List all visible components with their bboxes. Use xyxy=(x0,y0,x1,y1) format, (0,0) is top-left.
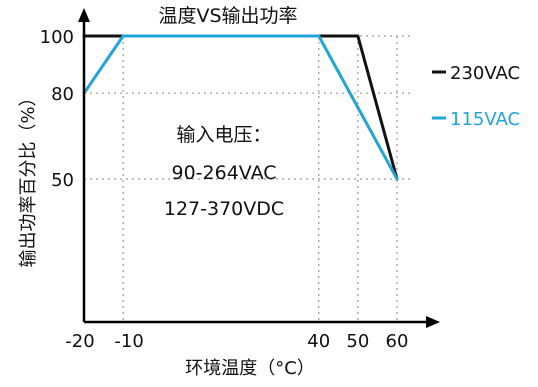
series-group xyxy=(82,34,399,181)
annotation-ac-range: 90-264VAC xyxy=(171,162,276,184)
y-axis-label: 输出功率百分比（%） xyxy=(18,88,39,267)
series-line-115VAC xyxy=(82,34,399,181)
legend: 230VAC 115VAC xyxy=(432,63,520,130)
x-tick-labels: -20 -10 40 50 60 xyxy=(65,331,408,352)
y-axis-arrow xyxy=(78,8,90,22)
x-axis-arrow xyxy=(426,316,440,328)
annotation-dc-range: 127-370VDC xyxy=(164,198,284,220)
annotation-input-voltage-label: 输入电压： xyxy=(176,124,271,146)
legend-label-115VAC: 115VAC xyxy=(450,109,520,130)
y-tick-label-1: 80 xyxy=(51,84,74,105)
x-tick-label-1: -10 xyxy=(114,331,143,352)
x-axis-label: 环境温度（°C） xyxy=(185,358,315,379)
x-tick-label-4: 60 xyxy=(386,331,409,352)
y-tick-label-2: 50 xyxy=(51,170,74,191)
x-tick-label-2: 40 xyxy=(307,331,330,352)
y-tick-label-0: 100 xyxy=(40,27,74,48)
legend-label-230VAC: 230VAC xyxy=(450,63,520,84)
x-tick-label-3: 50 xyxy=(346,331,369,352)
series-line-230VAC xyxy=(82,34,399,181)
x-tick-label-0: -20 xyxy=(65,331,94,352)
y-tick-labels: 100 80 50 xyxy=(40,27,74,191)
chart-title: 温度VS输出功率 xyxy=(158,5,297,27)
axes xyxy=(78,8,440,328)
